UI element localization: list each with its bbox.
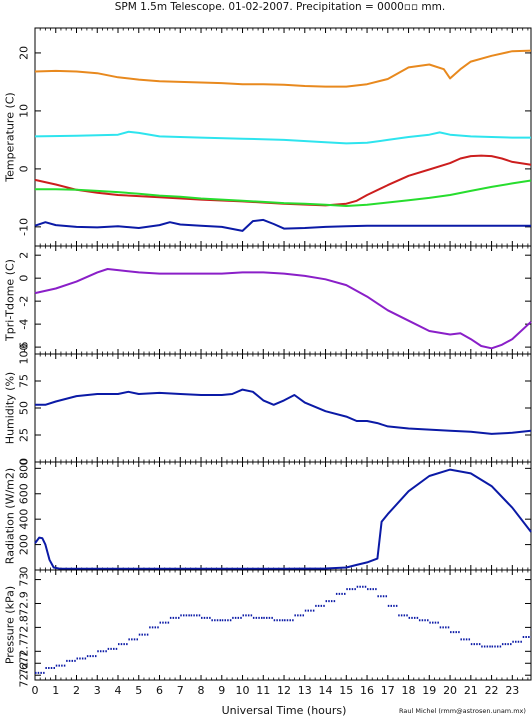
x-tick-label: 18 (402, 684, 416, 697)
y-tick-label: 2 (18, 252, 31, 259)
y-tick-label: 0 (18, 165, 31, 172)
credit-text: Raul Michel (rmm@astrosen.unam.mx) (399, 707, 526, 715)
y-axis-label-pressure: Pressure (kPa) (4, 586, 17, 664)
y-tick-label: 72.6 (18, 663, 31, 688)
y-tick-label: 72.7 (18, 639, 31, 664)
x-tick-label: 4 (115, 684, 122, 697)
series-line-temperature-0 (34, 49, 532, 88)
x-tick-label: 23 (505, 684, 519, 697)
y-tick-label: 0 (18, 275, 31, 282)
y-tick-label: 20 (18, 46, 31, 60)
y-axis-label-temperature: Temperature (C) (4, 92, 17, 182)
y-tick-label: 0 (18, 567, 31, 574)
series-line-temperature-3 (35, 179, 532, 207)
panel-frame-humidity (34, 353, 532, 463)
x-tick-label: 14 (319, 684, 333, 697)
y-axis-label-radiation: Radiation (W/m2) (4, 468, 17, 564)
x-tick-label: 20 (443, 684, 457, 697)
series-line-radiation-0 (34, 468, 532, 570)
x-tick-label: 15 (339, 684, 353, 697)
x-tick-label: 6 (156, 684, 163, 697)
x-tick-label: 7 (177, 684, 184, 697)
y-tick-label: 0 (18, 459, 31, 466)
x-tick-label: 17 (381, 684, 395, 697)
y-tick-label: -6 (18, 342, 31, 353)
series-line-temperature-4 (34, 218, 531, 232)
x-tick-label: 0 (32, 684, 39, 697)
x-tick-label: 8 (198, 684, 205, 697)
y-tick-label: 100 (18, 344, 31, 365)
y-tick-label: 600 (18, 483, 31, 504)
x-tick-label: 5 (135, 684, 142, 697)
y-tick-label: -4 (18, 319, 31, 330)
y-tick-label: 75 (18, 374, 31, 388)
y-tick-label: -2 (18, 296, 31, 307)
y-tick-label: 72.8 (18, 615, 31, 640)
x-tick-label: 10 (236, 684, 250, 697)
panel-frame-pressure (34, 569, 532, 681)
y-axis-label-tpri: Tpri-Tdome (C) (4, 259, 17, 342)
y-tick-label: 73 (18, 573, 31, 587)
panel-frame-tpri (34, 245, 532, 355)
x-tick-label: 2 (73, 684, 80, 697)
x-tick-label: 3 (94, 684, 101, 697)
figure-title: SPM 1.5m Telescope. 01-02-2007. Precipit… (115, 1, 445, 13)
y-tick-label: 200 (18, 534, 31, 555)
y-tick-label: 72.9 (18, 591, 31, 616)
y-tick-label: 50 (18, 401, 31, 415)
series-line-temperature-2 (34, 154, 532, 207)
panel-frame-radiation (34, 461, 532, 571)
series-line-humidity-0 (35, 388, 532, 435)
panel-temperature: -10 0 10 20 Temperature (C) (4, 27, 532, 247)
y-tick-label: 400 (18, 509, 31, 530)
x-tick-label: 22 (485, 684, 499, 697)
y-tick-label: 25 (18, 428, 31, 442)
x-axis-label: Universal Time (hours) (222, 704, 347, 717)
y-axis-label-humidity: Humidity (%) (4, 372, 17, 444)
y-tick-label: 72.7 (18, 651, 31, 676)
y-tick-label: -10 (18, 218, 31, 236)
x-tick-label: 9 (218, 684, 225, 697)
series-line-tpri-0 (34, 268, 532, 350)
y-tick-label: 800 (18, 458, 31, 479)
x-tick-label: 13 (298, 684, 312, 697)
series-line-temperature-1 (34, 130, 531, 145)
x-tick-label: 19 (422, 684, 436, 697)
y-tick-label: 10 (18, 104, 31, 118)
x-tick-label: 11 (256, 684, 270, 697)
x-tick-label: 16 (360, 684, 374, 697)
x-tick-label: 12 (277, 684, 291, 697)
panel-frame-temperature (34, 27, 532, 247)
x-tick-label: 21 (464, 684, 478, 697)
x-tick-label: 1 (52, 684, 59, 697)
